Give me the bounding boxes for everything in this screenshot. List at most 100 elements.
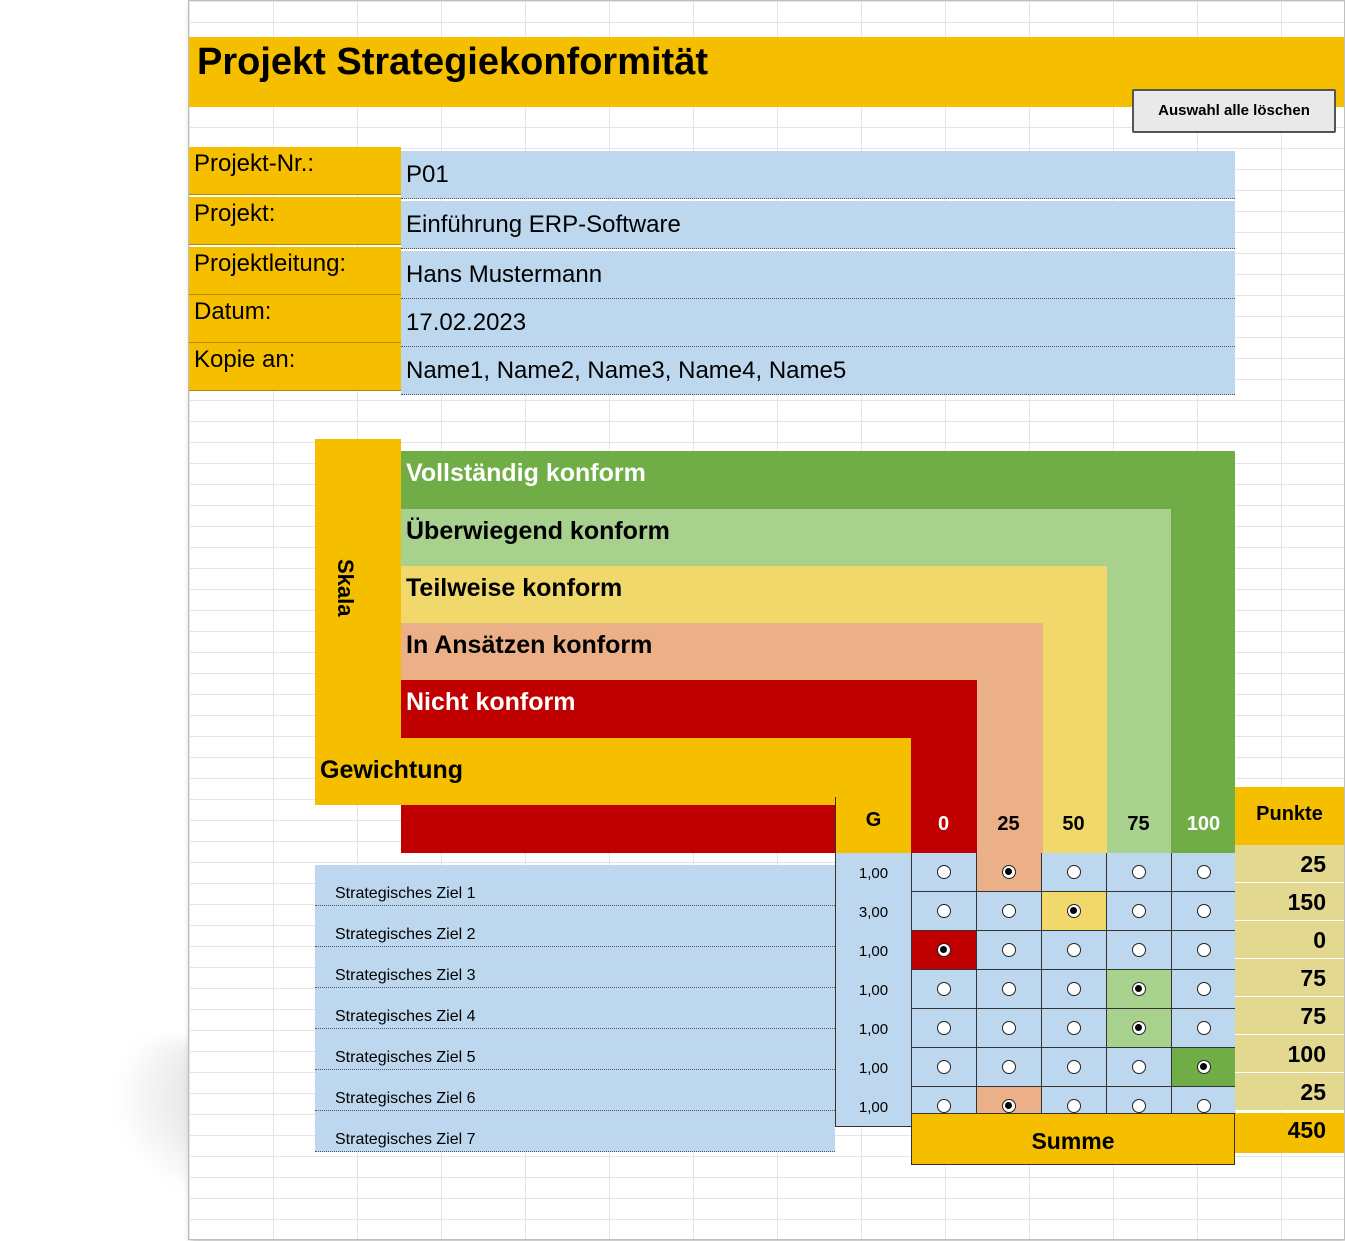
score-cell[interactable] (1041, 1009, 1106, 1048)
skala-column (315, 439, 401, 744)
score-cell[interactable] (1171, 931, 1236, 970)
score-radio-button[interactable] (1067, 865, 1081, 879)
scale-label: In Ansätzen konform (406, 631, 653, 659)
score-cell[interactable] (911, 1048, 976, 1087)
score-cell[interactable] (1171, 892, 1236, 931)
scale-label: Nicht konform (406, 688, 576, 716)
score-cell[interactable] (1041, 853, 1106, 892)
score-cell[interactable] (1106, 853, 1171, 892)
score-radio-button[interactable] (937, 904, 951, 918)
score-radio-button[interactable] (1132, 1021, 1146, 1035)
points-cell: 75 (1235, 997, 1344, 1035)
weight-cell[interactable]: 1,00 (835, 1009, 911, 1049)
score-cell[interactable] (976, 970, 1041, 1009)
score-radio-button[interactable] (1132, 943, 1146, 957)
score-radio-button[interactable] (1002, 1099, 1016, 1113)
score-radio-button[interactable] (937, 865, 951, 879)
goal-label: Strategisches Ziel 6 (315, 1070, 835, 1111)
points-cell: 100 (1235, 1035, 1344, 1073)
summe-label: Summe (911, 1113, 1235, 1165)
points-cell: 0 (1235, 921, 1344, 959)
score-radio-button[interactable] (1132, 904, 1146, 918)
score-cell[interactable] (976, 1048, 1041, 1087)
score-radio-button[interactable] (1067, 943, 1081, 957)
score-cell[interactable] (1106, 970, 1171, 1009)
score-cell[interactable] (911, 1009, 976, 1048)
score-radio-button[interactable] (1002, 1060, 1016, 1074)
score-radio-button[interactable] (1132, 1099, 1146, 1113)
weight-cell[interactable]: 1,00 (835, 1087, 911, 1127)
column-header-punkte: Punkte (1235, 787, 1344, 845)
weight-cell[interactable]: 3,00 (835, 892, 911, 932)
score-cell[interactable] (1106, 1048, 1171, 1087)
score-radio-button[interactable] (1132, 1060, 1146, 1074)
score-radio-button[interactable] (1067, 904, 1081, 918)
clear-selection-button[interactable]: Auswahl alle löschen (1132, 89, 1336, 133)
score-radio-button[interactable] (1002, 943, 1016, 957)
score-radio-button[interactable] (1002, 904, 1016, 918)
score-radio-button[interactable] (937, 1021, 951, 1035)
score-radio-button[interactable] (1197, 943, 1211, 957)
score-radio-button[interactable] (937, 1099, 951, 1113)
score-radio-button[interactable] (1067, 982, 1081, 996)
score-radio-button[interactable] (1197, 904, 1211, 918)
score-radio-button[interactable] (1067, 1021, 1081, 1035)
info-label: Projekt-Nr.: (189, 147, 401, 195)
skala-label: Skala (333, 559, 358, 617)
points-cell: 25 (1235, 845, 1344, 883)
goal-label: Strategisches Ziel 7 (315, 1111, 835, 1152)
score-radio-button[interactable] (1197, 1021, 1211, 1035)
scale-label: Überwiegend konform (406, 517, 670, 545)
info-value-field[interactable]: Hans Mustermann (401, 251, 1235, 299)
score-cell[interactable] (1041, 892, 1106, 931)
score-cell[interactable] (1106, 931, 1171, 970)
weight-cell[interactable]: 1,00 (835, 853, 911, 893)
score-radio-button[interactable] (1132, 865, 1146, 879)
column-header-score: 50 (1062, 813, 1085, 835)
score-cell[interactable] (976, 892, 1041, 931)
score-cell[interactable] (1171, 1048, 1236, 1087)
score-cell[interactable] (1171, 1009, 1236, 1048)
score-cell[interactable] (911, 970, 976, 1009)
score-cell[interactable] (976, 853, 1041, 892)
score-radio-button[interactable] (1132, 982, 1146, 996)
score-radio-button[interactable] (937, 982, 951, 996)
score-radio-button[interactable] (1067, 1099, 1081, 1113)
score-radio-button[interactable] (937, 943, 951, 957)
score-cell[interactable] (1041, 970, 1106, 1009)
score-cell[interactable] (911, 853, 976, 892)
info-value-field[interactable]: P01 (401, 151, 1235, 199)
score-cell[interactable] (1041, 931, 1106, 970)
info-value-field[interactable]: 17.02.2023 (401, 299, 1235, 347)
score-cell[interactable] (1106, 1009, 1171, 1048)
weight-cell[interactable]: 1,00 (835, 970, 911, 1010)
score-radio-button[interactable] (1197, 982, 1211, 996)
score-cell[interactable] (1106, 892, 1171, 931)
score-radio-button[interactable] (1197, 1060, 1211, 1074)
score-cell[interactable] (1171, 853, 1236, 892)
score-cell[interactable] (1171, 970, 1236, 1009)
column-header-score: 0 (937, 813, 950, 835)
score-radio-button[interactable] (1002, 1021, 1016, 1035)
score-radio-button[interactable] (1002, 865, 1016, 879)
info-value-field[interactable]: Name1, Name2, Name3, Name4, Name5 (401, 347, 1235, 395)
score-cell[interactable] (976, 931, 1041, 970)
score-radio-button[interactable] (1002, 982, 1016, 996)
score-radio-button[interactable] (1197, 865, 1211, 879)
points-cell: 150 (1235, 883, 1344, 921)
weight-cell[interactable]: 1,00 (835, 1048, 911, 1088)
score-cell[interactable] (1041, 1048, 1106, 1087)
score-cell[interactable] (911, 931, 976, 970)
score-cell[interactable] (911, 892, 976, 931)
info-label: Projekt: (189, 197, 401, 245)
score-cell[interactable] (976, 1009, 1041, 1048)
score-radio-button[interactable] (1067, 1060, 1081, 1074)
points-cell: 25 (1235, 1073, 1344, 1111)
scale-label: Teilweise konform (406, 574, 623, 602)
weight-cell[interactable]: 1,00 (835, 931, 911, 971)
column-header-g: G (835, 797, 911, 853)
score-radio-button[interactable] (937, 1060, 951, 1074)
info-value-field[interactable]: Einführung ERP-Software (401, 201, 1235, 249)
score-radio-button[interactable] (1197, 1099, 1211, 1113)
goal-label: Strategisches Ziel 3 (315, 947, 835, 988)
